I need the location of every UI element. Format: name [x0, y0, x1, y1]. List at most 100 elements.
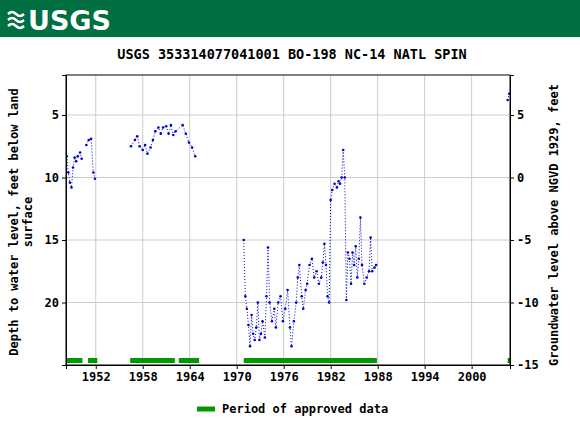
tick-label: 1952: [82, 370, 111, 384]
grid-line-x: [471, 75, 472, 365]
background: [0, 0, 580, 430]
data-point: [361, 264, 364, 267]
tick-mark: [143, 365, 144, 369]
approved-period: [88, 358, 97, 363]
data-point: [295, 301, 298, 304]
tick-label: 1970: [223, 370, 252, 384]
data-point: [322, 261, 325, 264]
data-point: [337, 180, 340, 183]
tick: 10: [45, 171, 66, 185]
tick-label: 10: [45, 171, 59, 185]
data-point: [348, 257, 351, 260]
data-point: [311, 257, 314, 260]
data-point: [152, 139, 155, 142]
series-line: [67, 94, 509, 347]
data-point: [356, 276, 359, 279]
data-point: [159, 132, 162, 135]
plot-area: [66, 92, 510, 363]
grid-line-x: [95, 75, 96, 365]
data-point: [90, 137, 93, 140]
tick: 15: [45, 233, 66, 247]
data-point: [188, 141, 191, 144]
data-point: [75, 160, 78, 163]
tick: 1970: [223, 365, 252, 384]
data-point: [181, 124, 184, 127]
data-point: [282, 320, 285, 323]
tick-mark: [378, 365, 379, 369]
data-point: [267, 246, 270, 249]
data-point: [73, 156, 76, 159]
data-point: [80, 157, 83, 160]
data-point: [350, 282, 353, 285]
tick: -5: [510, 233, 531, 247]
data-point: [365, 276, 368, 279]
data-point: [67, 171, 70, 174]
y-axis-title: Depth to water level, feet below landsur…: [7, 88, 35, 355]
tick: 1976: [270, 365, 299, 384]
axis-line: [67, 366, 511, 370]
data-point: [85, 144, 88, 147]
y2-axis-title: Groundwater level above NGVD 1929, feet: [547, 84, 561, 366]
data-point: [298, 264, 301, 267]
data-point: [325, 264, 328, 267]
tick-label: 0: [517, 171, 524, 185]
tick-label: 5: [52, 108, 59, 122]
data-point: [141, 149, 144, 152]
data-point: [306, 282, 309, 285]
tick: 1988: [364, 365, 393, 384]
tick-mark: [284, 365, 285, 369]
data-point: [340, 176, 343, 179]
approved-period: [179, 358, 199, 363]
data-point: [329, 199, 332, 202]
data-point: [144, 144, 147, 147]
data-point: [336, 186, 339, 189]
data-point: [149, 146, 152, 149]
data-point: [373, 266, 376, 269]
grid: [66, 75, 510, 365]
tick-mark: [425, 365, 426, 369]
data-point: [315, 270, 318, 273]
data-point: [354, 245, 357, 248]
data-point: [358, 257, 361, 260]
data-point: [146, 152, 149, 155]
data-point: [368, 270, 371, 273]
data-point: [130, 145, 133, 148]
data-point: [273, 307, 276, 310]
chart-container: USGSUSGS 353314077041001 BO-198 NC-14 NA…: [0, 0, 580, 430]
data-point: [69, 181, 72, 184]
tick: 1958: [129, 365, 158, 384]
data-point: [359, 216, 362, 219]
tick-label: 1958: [129, 370, 158, 384]
data-point: [162, 126, 165, 129]
grid-line-x: [424, 75, 425, 365]
data-point: [347, 251, 350, 254]
tick-label: 15: [45, 233, 59, 247]
grid-line-y: [66, 177, 510, 178]
data-point: [191, 146, 194, 149]
data-point: [165, 125, 168, 128]
data-point: [194, 155, 197, 158]
grid-line-y: [66, 240, 510, 241]
y-axis-title-line: Depth to water level, feet below land: [7, 88, 21, 355]
data-point: [331, 189, 334, 192]
data-point: [506, 99, 509, 102]
grid-line-y: [66, 115, 510, 116]
grid-line-x: [142, 75, 143, 365]
data-point: [290, 345, 293, 348]
data-point: [342, 149, 345, 152]
data-point: [308, 264, 311, 267]
grid-line-x: [377, 75, 378, 365]
tick-label: 1982: [317, 370, 346, 384]
tick-mark: [190, 365, 191, 369]
data-point: [247, 324, 250, 327]
tick-mark: [237, 365, 238, 369]
data-point: [302, 307, 305, 310]
data-point: [87, 139, 90, 142]
data-point: [264, 336, 267, 339]
data-point: [328, 301, 331, 304]
header-logo-icon: [8, 12, 24, 28]
data-point: [343, 176, 346, 179]
tick: -15: [510, 358, 539, 372]
data-point: [261, 320, 264, 323]
data-point: [242, 239, 245, 242]
